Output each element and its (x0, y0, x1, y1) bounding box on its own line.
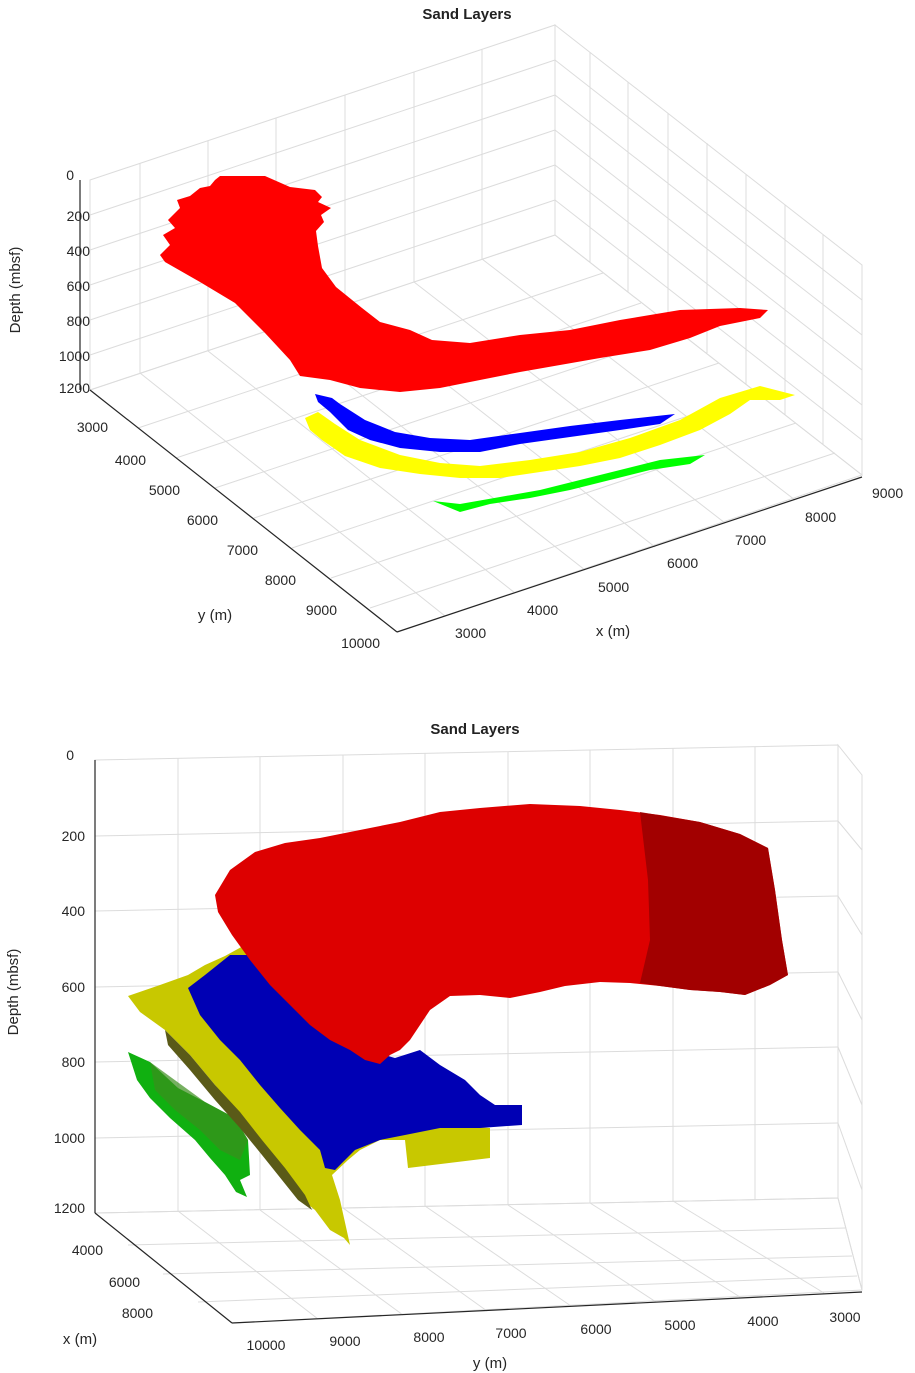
plot-2-z-tick: 800 (62, 1054, 86, 1070)
plot-2-y-tick: 3000 (829, 1309, 860, 1325)
plot-1-z-tick: 400 (67, 243, 91, 259)
plot-1-z-tick: 0 (66, 167, 74, 183)
plot-1-series-blue (315, 394, 675, 452)
plot-1-x-tick: 5000 (598, 579, 629, 595)
plot-1-title: Sand Layers (422, 6, 511, 23)
plot-2-z-tick: 1200 (54, 1200, 85, 1216)
plot-1: Sand Layers (7, 6, 903, 651)
plot-2-y-tick: 6000 (580, 1321, 611, 1337)
plot-2-z-tick: 1000 (54, 1130, 85, 1146)
plot-2-z-tick: 400 (62, 903, 86, 919)
plot-1-y-label: y (m) (198, 607, 232, 624)
plot-2-z-label: Depth (mbsf) (5, 949, 22, 1036)
plot-2-y-tick: 9000 (329, 1333, 360, 1349)
plot-1-series-yellow (305, 386, 795, 478)
plot-2-y-tick: 4000 (747, 1313, 778, 1329)
plot-2-y-tick: 10000 (247, 1337, 286, 1353)
plot-2-x-tick: 8000 (122, 1305, 153, 1321)
plot-2-y-tick: 7000 (495, 1325, 526, 1341)
plot-2-y-label: y (m) (473, 1355, 507, 1372)
plot-1-y-tick: 3000 (77, 419, 108, 435)
plot-2-series-olive-shadow (165, 1030, 312, 1210)
plot-2: Sand Layers (5, 721, 863, 1372)
plot-2-y-tick: 8000 (413, 1329, 444, 1345)
plot-1-y-tick: 6000 (187, 512, 218, 528)
plot-1-surfaces (160, 176, 795, 512)
plot-2-series-blue (188, 955, 522, 1170)
plot-1-series-red (160, 176, 768, 392)
plot-1-x-tick: 6000 (667, 555, 698, 571)
plot-1-z-tick: 1200 (59, 380, 90, 396)
plot-1-y-tick: 7000 (227, 542, 258, 558)
plot-2-y-tick: 5000 (664, 1317, 695, 1333)
plot-2-x-label: x (m) (63, 1331, 97, 1348)
plot-2-x-tick: 6000 (109, 1274, 140, 1290)
plot-1-z-tick: 1000 (59, 348, 90, 364)
plot-1-series-green (433, 455, 705, 512)
plot-1-grid (88, 23, 864, 633)
plot-2-x-tick: 4000 (72, 1242, 103, 1258)
plot-1-y-tick: 10000 (341, 635, 380, 651)
plot-2-z-ticks: 0 200 400 600 800 1000 1200 (54, 747, 85, 1216)
plot-2-z-tick: 600 (62, 979, 86, 995)
plot-1-x-tick: 4000 (527, 602, 558, 618)
plot-1-x-label: x (m) (596, 623, 630, 640)
plot-2-z-tick: 0 (66, 747, 74, 763)
plot-1-y-tick: 4000 (115, 452, 146, 468)
plot-1-z-tick: 800 (67, 313, 91, 329)
plot-1-y-tick: 9000 (306, 602, 337, 618)
plot-1-axes (79, 180, 863, 633)
plot-1-x-tick: 9000 (872, 485, 903, 501)
plot-2-series-green-shadow (150, 1062, 248, 1160)
plot-2-y-ticks: 10000 9000 8000 7000 6000 5000 4000 3000 (247, 1309, 861, 1353)
plot-1-x-tick: 7000 (735, 532, 766, 548)
plot-1-x-ticks: 3000 4000 5000 6000 7000 8000 9000 (455, 485, 903, 641)
plot-1-z-ticks: 0 200 400 600 800 1000 1200 (59, 167, 90, 396)
plot-1-z-label: Depth (mbsf) (7, 247, 24, 334)
plot-2-series-red (215, 804, 788, 1064)
plot-1-x-tick: 8000 (805, 509, 836, 525)
plot-2-title: Sand Layers (430, 721, 519, 738)
plot-2-surfaces (128, 804, 788, 1245)
plot-2-series-red-dark (640, 812, 788, 995)
plot-1-y-ticks: 3000 4000 5000 6000 7000 8000 9000 10000 (77, 419, 380, 651)
plot-2-z-tick: 200 (62, 828, 86, 844)
plot-1-y-tick: 5000 (149, 482, 180, 498)
plot-1-x-tick: 3000 (455, 625, 486, 641)
plot-2-axes (94, 760, 863, 1324)
plot-2-x-ticks: 4000 6000 8000 (72, 1242, 153, 1321)
plot-1-y-tick: 8000 (265, 572, 296, 588)
plot-1-z-tick: 600 (67, 278, 91, 294)
plot-1-z-tick: 200 (67, 208, 91, 224)
